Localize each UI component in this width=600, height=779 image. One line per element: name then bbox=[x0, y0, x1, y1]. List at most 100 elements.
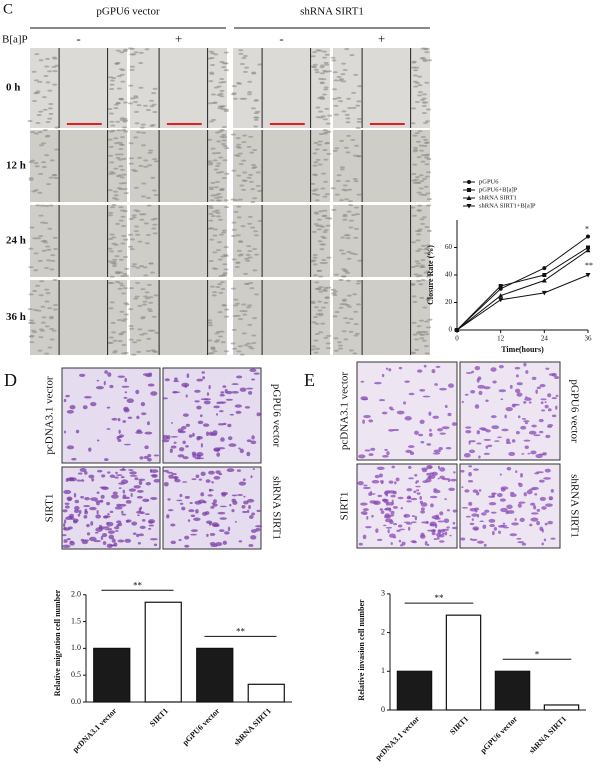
cell bbox=[320, 225, 326, 228]
stained-cell bbox=[478, 455, 481, 459]
cell bbox=[247, 91, 253, 94]
cell bbox=[109, 233, 115, 236]
stained-cell bbox=[545, 367, 550, 370]
stained-cell bbox=[102, 533, 108, 538]
cell bbox=[320, 187, 326, 190]
stained-cell bbox=[74, 499, 80, 504]
cell bbox=[218, 81, 224, 84]
cell bbox=[351, 91, 357, 94]
cell bbox=[416, 156, 422, 159]
cell bbox=[53, 248, 59, 251]
cell bbox=[37, 259, 43, 262]
cell bbox=[36, 113, 42, 116]
cell bbox=[238, 52, 244, 55]
stained-cell bbox=[543, 538, 547, 542]
stained-cell bbox=[192, 432, 195, 437]
stained-cell bbox=[358, 454, 366, 459]
cell bbox=[420, 154, 426, 157]
cell bbox=[39, 280, 45, 283]
cell bbox=[330, 56, 336, 59]
cell bbox=[424, 225, 430, 228]
stained-cell bbox=[397, 524, 403, 528]
stained-cell bbox=[181, 426, 187, 430]
cell bbox=[251, 107, 257, 110]
stained-cell bbox=[196, 378, 204, 382]
stained-cell bbox=[178, 539, 182, 542]
cell bbox=[350, 138, 356, 141]
cell bbox=[345, 279, 351, 282]
cell bbox=[207, 138, 213, 141]
cell bbox=[217, 258, 223, 261]
cell bbox=[419, 149, 425, 152]
cell bbox=[314, 347, 320, 350]
cell bbox=[127, 47, 133, 50]
stained-cell bbox=[194, 457, 201, 460]
stained-cell bbox=[381, 373, 385, 378]
cell bbox=[251, 167, 257, 170]
stained-cell bbox=[534, 493, 538, 496]
stained-cell bbox=[71, 457, 77, 461]
cell bbox=[314, 281, 320, 284]
cell bbox=[133, 110, 139, 113]
scratch-image bbox=[130, 205, 227, 277]
stained-cell bbox=[238, 447, 241, 450]
stained-cell bbox=[88, 536, 97, 542]
cell bbox=[419, 296, 425, 299]
cell bbox=[231, 85, 237, 88]
stained-cell bbox=[386, 451, 390, 456]
cell bbox=[209, 352, 215, 355]
cell bbox=[239, 353, 245, 356]
stained-cell bbox=[139, 456, 144, 460]
stained-cell bbox=[444, 531, 448, 536]
stained-cell bbox=[531, 486, 539, 490]
stained-cell bbox=[90, 497, 99, 502]
stained-cell bbox=[200, 471, 206, 477]
stained-cell bbox=[469, 522, 475, 526]
stained-cell bbox=[117, 438, 122, 442]
cell bbox=[32, 100, 38, 103]
cell bbox=[332, 149, 338, 152]
cell bbox=[411, 179, 417, 182]
cell bbox=[52, 308, 58, 311]
cell bbox=[152, 87, 158, 90]
cell bbox=[142, 266, 148, 269]
cell bbox=[111, 204, 117, 207]
cell bbox=[331, 208, 337, 211]
cell bbox=[420, 331, 426, 334]
stained-cell bbox=[413, 490, 417, 493]
cell bbox=[118, 68, 124, 71]
stained-cell bbox=[389, 533, 396, 538]
stained-cell bbox=[533, 434, 541, 437]
stained-cell bbox=[377, 494, 383, 498]
stained-cell bbox=[504, 414, 507, 419]
stained-cell bbox=[128, 469, 134, 471]
stained-cell bbox=[86, 532, 91, 536]
cell bbox=[357, 259, 363, 262]
x-tick-label: pGPU6 vector bbox=[181, 706, 222, 747]
cell bbox=[247, 80, 253, 83]
cell bbox=[315, 106, 321, 109]
stained-cell bbox=[141, 412, 147, 416]
stained-cell bbox=[229, 413, 235, 416]
legend-label: pGPU6 bbox=[479, 178, 499, 185]
cell bbox=[231, 92, 237, 95]
stained-cell bbox=[248, 390, 253, 395]
cell bbox=[353, 206, 359, 209]
cell bbox=[112, 339, 118, 342]
cell bbox=[44, 288, 50, 291]
stained-cell bbox=[470, 538, 478, 541]
cell bbox=[254, 253, 260, 256]
stained-cell bbox=[255, 527, 261, 532]
stained-cell bbox=[113, 526, 120, 530]
cell bbox=[311, 230, 317, 233]
cell bbox=[51, 329, 57, 332]
treatment-sign: + bbox=[378, 31, 385, 46]
stained-cell bbox=[374, 501, 379, 505]
stained-cell bbox=[164, 378, 170, 382]
stained-cell bbox=[162, 434, 169, 440]
stained-cell bbox=[67, 497, 72, 502]
stained-cell bbox=[483, 438, 492, 441]
cell bbox=[138, 213, 144, 216]
cell bbox=[423, 252, 429, 255]
cell bbox=[311, 259, 317, 262]
